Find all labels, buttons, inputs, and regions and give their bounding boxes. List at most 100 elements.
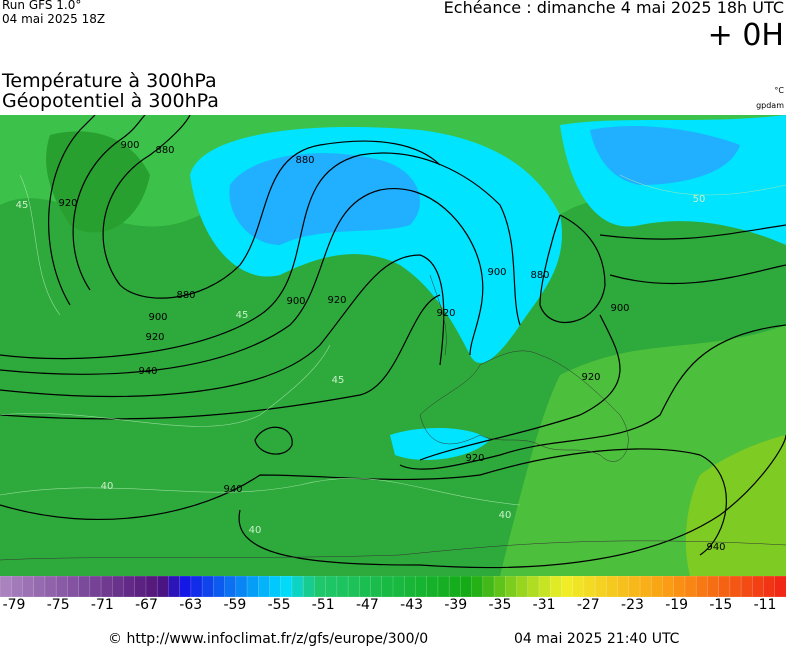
run-label: Run GFS 1.0° bbox=[2, 0, 82, 12]
isotherm-label: 45 bbox=[332, 375, 345, 386]
contour-label: 880 bbox=[155, 145, 174, 156]
color-swatch bbox=[538, 576, 551, 598]
contour-label: 880 bbox=[176, 290, 195, 301]
color-swatch bbox=[707, 576, 720, 598]
map: 900 880 920 880 900 920 940 880 900 920 … bbox=[0, 115, 786, 576]
colorbar-label: -63 bbox=[179, 597, 202, 613]
contour-label: 920 bbox=[58, 198, 77, 209]
color-swatch bbox=[505, 576, 518, 598]
color-swatch bbox=[347, 576, 360, 598]
contour-label: 940 bbox=[706, 542, 725, 553]
colorbar-label: -23 bbox=[621, 597, 644, 613]
title-temperature: Température à 300hPa bbox=[2, 70, 217, 92]
color-swatch bbox=[213, 576, 226, 598]
contour-label: 900 bbox=[487, 267, 506, 278]
unit-temperature: °C bbox=[774, 86, 784, 95]
color-swatch bbox=[302, 576, 315, 598]
color-swatch bbox=[493, 576, 506, 598]
colorbar-label: -79 bbox=[3, 597, 26, 613]
color-swatch bbox=[392, 576, 405, 598]
footer-date: 04 mai 2025 21:40 UTC bbox=[514, 631, 680, 647]
warm-region bbox=[685, 435, 786, 576]
color-swatch bbox=[168, 576, 181, 598]
color-swatch bbox=[740, 576, 753, 598]
contour-label: 920 bbox=[327, 295, 346, 306]
unit-geopotential: gpdam bbox=[756, 101, 784, 110]
color-swatch bbox=[269, 576, 282, 598]
colorbar-label: -55 bbox=[268, 597, 291, 613]
contour-label: 920 bbox=[145, 332, 164, 343]
color-swatch bbox=[22, 576, 35, 598]
color-swatch bbox=[134, 576, 147, 598]
color-swatch bbox=[10, 576, 24, 598]
colorbar-label: -71 bbox=[91, 597, 114, 613]
colorbar-label: -35 bbox=[489, 597, 512, 613]
offset: + 0H bbox=[707, 18, 784, 53]
color-swatch bbox=[280, 576, 293, 598]
color-swatch bbox=[482, 576, 495, 598]
colorbar-label: -15 bbox=[709, 597, 732, 613]
cold-region bbox=[390, 428, 490, 460]
colorbar-label: -43 bbox=[400, 597, 423, 613]
colorbar-label: -75 bbox=[47, 597, 70, 613]
colorbar-label: -27 bbox=[577, 597, 600, 613]
color-swatch bbox=[617, 576, 630, 598]
colorbar-label: -67 bbox=[135, 597, 158, 613]
contour-label: 920 bbox=[465, 453, 484, 464]
color-swatch bbox=[67, 576, 80, 598]
coastlines bbox=[0, 274, 786, 561]
title-geopotential: Géopotentiel à 300hPa bbox=[2, 90, 219, 112]
color-swatch bbox=[44, 576, 57, 598]
color-swatch bbox=[651, 576, 664, 598]
color-swatch bbox=[527, 576, 540, 598]
color-swatch bbox=[673, 576, 686, 598]
colorbar: -79 -75 -71 -67 -63 -59 -55 -51 -47 -43 -39 -35 -31 -… bbox=[0, 576, 786, 613]
color-swatch bbox=[415, 576, 428, 598]
color-swatch bbox=[246, 576, 259, 598]
color-swatch bbox=[370, 576, 383, 598]
color-swatch bbox=[752, 576, 765, 598]
contour-label: 900 bbox=[286, 296, 305, 307]
color-swatch bbox=[78, 576, 91, 598]
contour-label: 920 bbox=[581, 372, 600, 383]
isotherm-label: 45 bbox=[16, 200, 29, 211]
color-swatch bbox=[224, 576, 237, 598]
colorbar-label: -11 bbox=[754, 597, 777, 613]
colorbar-label: -39 bbox=[444, 597, 467, 613]
isotherm-label: 50 bbox=[693, 194, 706, 205]
color-swatch bbox=[201, 576, 214, 598]
color-swatch bbox=[381, 576, 394, 598]
color-swatch bbox=[325, 576, 338, 598]
color-swatch bbox=[763, 576, 776, 598]
color-swatch bbox=[684, 576, 697, 598]
isotherm-label: 40 bbox=[249, 525, 262, 536]
contour-label: 940 bbox=[223, 484, 242, 495]
color-swatch bbox=[628, 576, 641, 598]
color-swatch bbox=[89, 576, 102, 598]
color-swatch bbox=[100, 576, 113, 598]
run-date: 04 mai 2025 18Z bbox=[2, 12, 106, 26]
colorbar-label: -31 bbox=[533, 597, 556, 613]
footer-url: © http://www.infoclimat.fr/z/gfs/europe/… bbox=[108, 631, 429, 647]
color-swatch bbox=[314, 576, 327, 598]
contour-label: 880 bbox=[530, 270, 549, 281]
color-swatch bbox=[33, 576, 46, 598]
color-swatch bbox=[55, 576, 68, 598]
echeance: Echéance : dimanche 4 mai 2025 18h UTC bbox=[443, 0, 784, 17]
color-swatch bbox=[179, 576, 192, 598]
color-swatch bbox=[774, 576, 786, 598]
isotherm-label: 40 bbox=[499, 510, 512, 521]
colorbar-label: -51 bbox=[312, 597, 335, 613]
color-swatch bbox=[235, 576, 248, 598]
contour-label: 920 bbox=[436, 308, 455, 319]
contours bbox=[0, 115, 786, 569]
color-swatch bbox=[718, 576, 731, 598]
color-swatch bbox=[549, 576, 562, 598]
color-swatch bbox=[403, 576, 417, 598]
color-swatch bbox=[112, 576, 125, 598]
colorbar-label: -19 bbox=[665, 597, 688, 613]
color-swatch bbox=[123, 576, 136, 598]
color-swatch bbox=[291, 576, 304, 598]
contour-label: 900 bbox=[148, 312, 167, 323]
color-swatch bbox=[572, 576, 585, 598]
